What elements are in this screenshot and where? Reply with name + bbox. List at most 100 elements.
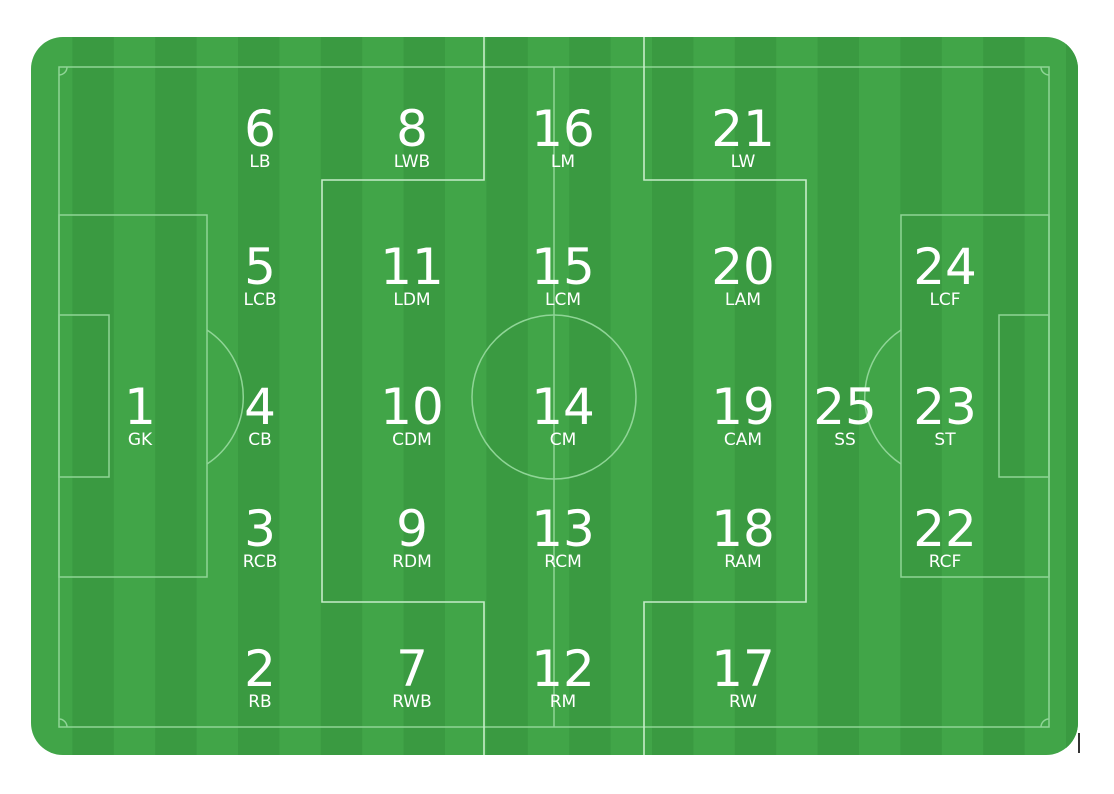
position-label: CDM xyxy=(392,430,432,450)
stripe xyxy=(817,37,859,755)
position-number: 1 xyxy=(124,378,156,436)
position-ram: 18 RAM xyxy=(683,504,803,571)
position-cm: 14 CM xyxy=(503,382,623,449)
pitch-lines xyxy=(58,66,1050,728)
stripe xyxy=(72,37,114,755)
position-label: LWB xyxy=(393,152,431,172)
position-rcm: 13 RCM xyxy=(503,504,623,571)
position-number: 15 xyxy=(531,238,595,296)
position-number: 6 xyxy=(244,100,276,158)
position-number: 16 xyxy=(531,100,595,158)
position-label: RCM xyxy=(544,552,582,572)
position-st: 23 ST xyxy=(885,382,1005,449)
position-number: 4 xyxy=(244,378,276,436)
text-cursor xyxy=(1078,733,1080,753)
position-label: CM xyxy=(549,430,577,450)
position-number: 7 xyxy=(396,640,428,698)
position-number: 25 xyxy=(813,378,877,436)
centre-circle xyxy=(471,314,637,480)
zone-lines xyxy=(321,37,807,755)
position-lwb: 8 LWB xyxy=(352,104,472,171)
position-rw: 17 RW xyxy=(683,644,803,711)
stripe xyxy=(320,37,363,755)
position-number: 11 xyxy=(380,238,444,296)
zone-outline-bottom xyxy=(643,37,807,755)
left-goal-area xyxy=(58,314,110,478)
corner-arc-bl xyxy=(58,718,68,728)
stripe xyxy=(155,37,197,755)
position-ss: 25 SS xyxy=(785,382,905,449)
position-rwb: 7 RWB xyxy=(352,644,472,711)
position-label: RAM xyxy=(724,552,762,572)
position-rcb: 3 RCB xyxy=(200,504,320,571)
position-label: LAM xyxy=(724,290,762,310)
position-cdm: 10 CDM xyxy=(352,382,472,449)
position-number: 23 xyxy=(913,378,977,436)
corner-arc-br xyxy=(1040,718,1050,728)
stripe xyxy=(486,37,528,755)
position-label: LB xyxy=(249,152,271,172)
position-number: 22 xyxy=(913,500,977,558)
stripe xyxy=(983,37,1025,755)
position-lcm: 15 LCM xyxy=(503,242,623,309)
position-label: RDM xyxy=(392,552,432,572)
stripe xyxy=(652,37,694,755)
right-goal-area xyxy=(998,314,1050,478)
stripe xyxy=(1066,37,1078,755)
stripe xyxy=(734,37,777,755)
position-cb: 4 CB xyxy=(200,382,320,449)
left-penalty-arc xyxy=(206,329,245,465)
position-number: 19 xyxy=(711,378,775,436)
position-label: LCM xyxy=(544,290,581,310)
position-lb: 6 LB xyxy=(200,104,320,171)
position-number: 20 xyxy=(711,238,775,296)
position-number: 24 xyxy=(913,238,977,296)
position-lam: 20 LAM xyxy=(683,242,803,309)
position-label: RCF xyxy=(928,552,962,572)
position-label: ST xyxy=(934,430,956,450)
position-number: 18 xyxy=(711,500,775,558)
football-pitch: 1 GK 2 RB 3 RCB 4 CB 5 LCB 6 LB 7 RWB 8 LWB 9 RDM 10 CDM 11 L… xyxy=(31,37,1078,755)
position-number: 21 xyxy=(711,100,775,158)
position-lcf: 24 LCF xyxy=(885,242,1005,309)
pitch-stripes xyxy=(72,37,1078,755)
position-label: RB xyxy=(248,692,272,712)
position-label: SS xyxy=(834,430,856,450)
position-number: 8 xyxy=(396,100,428,158)
zone-outline-top xyxy=(321,37,485,755)
position-ldm: 11 LDM xyxy=(352,242,472,309)
position-rcf: 22 RCF xyxy=(885,504,1005,571)
position-cam: 19 CAM xyxy=(683,382,803,449)
position-number: 17 xyxy=(711,640,775,698)
position-number: 13 xyxy=(531,500,595,558)
stripe xyxy=(569,37,611,755)
position-number: 12 xyxy=(531,640,595,698)
position-number: 9 xyxy=(396,500,428,558)
position-rb: 2 RB xyxy=(200,644,320,711)
position-lm: 16 LM xyxy=(503,104,623,171)
stripe xyxy=(403,37,445,755)
position-number: 5 xyxy=(244,238,276,296)
position-label: RCB xyxy=(242,552,278,572)
position-label: RWB xyxy=(392,692,432,712)
right-penalty-arc xyxy=(863,329,902,465)
position-label: LCF xyxy=(929,290,961,310)
stripe xyxy=(238,37,280,755)
position-rm: 12 RM xyxy=(503,644,623,711)
stripe xyxy=(900,37,942,755)
position-label: CB xyxy=(248,430,272,450)
position-label: LM xyxy=(550,152,576,172)
position-lw: 21 LW xyxy=(683,104,803,171)
position-lcb: 5 LCB xyxy=(200,242,320,309)
position-number: 10 xyxy=(380,378,444,436)
position-label: CAM xyxy=(723,430,763,450)
position-label: RM xyxy=(549,692,577,712)
position-label: LW xyxy=(730,152,756,172)
position-number: 2 xyxy=(244,640,276,698)
position-gk: 1 GK xyxy=(80,382,200,449)
position-label: RW xyxy=(729,692,757,712)
position-number: 3 xyxy=(244,500,276,558)
position-label: LCB xyxy=(243,290,277,310)
pitch-markings xyxy=(31,37,1078,755)
corner-arc-tr xyxy=(1040,66,1050,76)
